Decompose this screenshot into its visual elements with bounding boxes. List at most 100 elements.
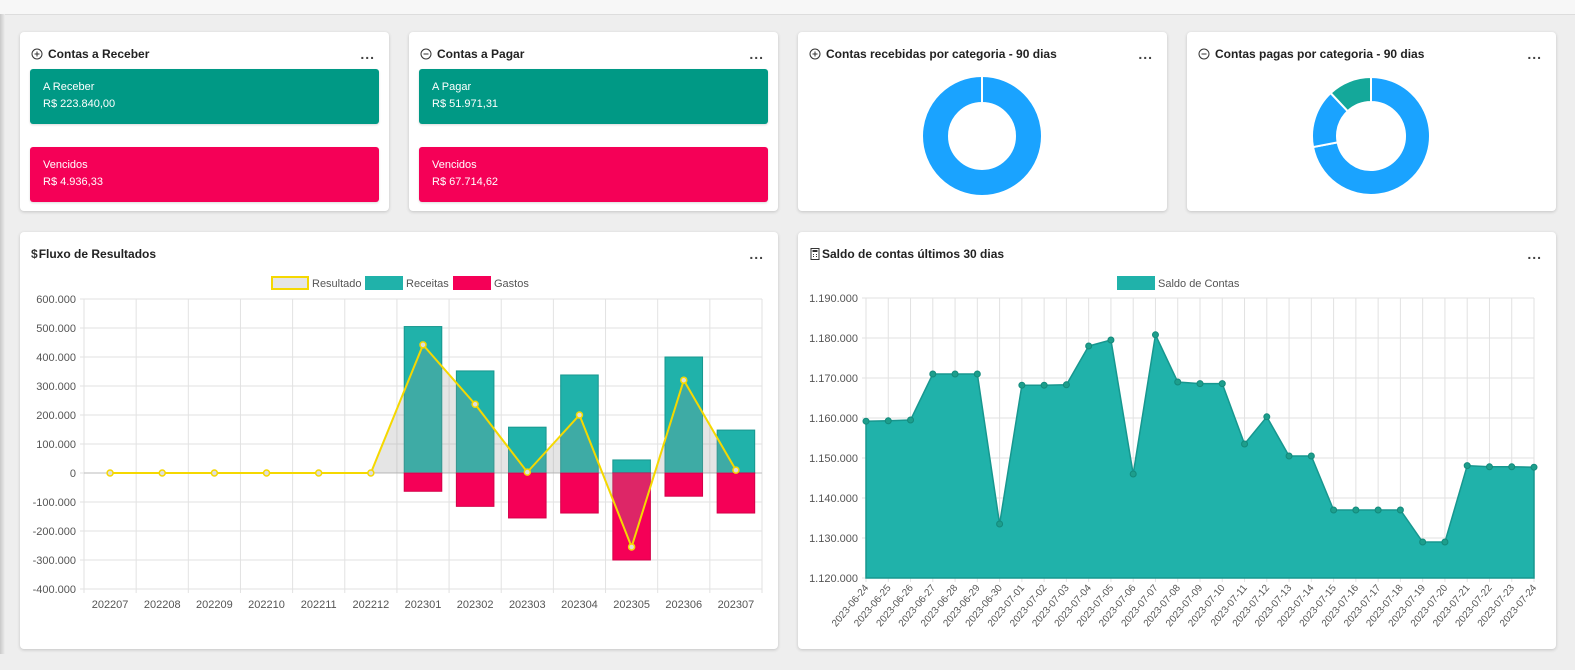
legend-swatch <box>1117 276 1155 290</box>
tile-value: R$ 67.714,62 <box>432 176 499 188</box>
saldo-point <box>929 370 937 378</box>
y-tick-label: 0 <box>70 468 76 480</box>
card-menu-button[interactable]: ... <box>749 246 764 262</box>
saldo-point <box>1352 506 1360 514</box>
y-tick-label: 1.150.000 <box>809 453 858 465</box>
saldo-point <box>1441 538 1449 546</box>
tile-value: R$ 4.936,33 <box>43 176 103 188</box>
resultado-point <box>419 341 427 349</box>
saldo-point <box>1218 380 1226 388</box>
vencidos-receber-tile[interactable]: Vencidos R$ 4.936,33 <box>30 147 379 202</box>
saldo-point <box>1330 506 1338 514</box>
card-menu-button[interactable]: ... <box>360 46 375 62</box>
y-tick-label: 600.000 <box>36 294 76 306</box>
saldo-point <box>1530 463 1538 471</box>
card-title: Contas a Pagar <box>437 47 525 61</box>
y-tick-label: 1.170.000 <box>809 373 858 385</box>
saldo-point <box>862 417 870 425</box>
saldo-point <box>1307 452 1315 460</box>
x-tick-label: 202304 <box>561 599 598 611</box>
saldo-point <box>1285 452 1293 460</box>
bar-gastos <box>664 472 704 497</box>
x-tick-label: 202207 <box>92 599 129 611</box>
card-title: Contas recebidas por categoria - 90 dias <box>826 47 1057 61</box>
calculator-icon <box>810 248 820 260</box>
card-menu-button[interactable]: ... <box>1138 46 1153 62</box>
saldo-point <box>1241 440 1249 448</box>
saldo-contas-chart[interactable]: 1.190.000 1.180.000 1.170.000 1.160.000 1.15… <box>798 232 1556 649</box>
saldo-point <box>1062 381 1070 389</box>
tile-label: Vencidos <box>432 159 477 171</box>
x-tick-label: 202303 <box>509 599 546 611</box>
resultado-point <box>210 469 219 477</box>
fluxo-resultados-chart[interactable]: 600.000 500.000 400.000 300.000 200.000 100.0… <box>20 232 778 649</box>
y-tick-label: 1.190.000 <box>809 293 858 305</box>
card-contas-pagar: Contas a Pagar ... A Pagar R$ 51.971,31 … <box>409 32 778 211</box>
x-tick-label: 202210 <box>248 599 285 611</box>
x-tick-label: 202212 <box>352 599 389 611</box>
resultado-point <box>471 400 479 409</box>
y-tick-label: 400.000 <box>36 352 76 364</box>
saldo-point <box>1485 463 1493 471</box>
a-pagar-tile[interactable]: A Pagar R$ 51.971,31 <box>419 69 768 124</box>
saldo-point <box>1419 538 1427 546</box>
card-pagas-categoria: Contas pagas por categoria - 90 dias ... <box>1187 32 1556 211</box>
x-tick-label: 202209 <box>196 599 233 611</box>
left-edge-shadow <box>0 14 5 654</box>
a-receber-tile[interactable]: A Receber R$ 223.840,00 <box>30 69 379 124</box>
y-tick-label: -200.000 <box>33 526 76 538</box>
y-tick-label: -300.000 <box>33 555 76 567</box>
resultado-area <box>110 344 736 547</box>
saldo-point <box>1018 381 1026 389</box>
legend-label: Gastos <box>494 278 529 290</box>
saldo-point <box>884 417 892 425</box>
donut-slice <box>1329 75 1372 113</box>
card-recebidas-categoria: Contas recebidas por categoria - 90 dias… <box>798 32 1167 211</box>
legend-swatch <box>453 276 491 290</box>
legend-label: Receitas <box>406 278 449 290</box>
x-tick-label: 202305 <box>613 599 650 611</box>
card-title: Contas a Receber <box>48 47 150 61</box>
card-title: Fluxo de Resultados <box>38 247 157 261</box>
card-contas-receber: Contas a Receber ... A Receber R$ 223.84… <box>20 32 389 211</box>
legend-label: Resultado <box>312 278 362 290</box>
legend-swatch <box>365 276 403 290</box>
bar-receitas <box>560 374 599 474</box>
saldo-point <box>951 370 959 378</box>
bar-gastos <box>716 472 756 514</box>
resultado-point <box>367 469 375 477</box>
bar-gastos <box>508 472 547 519</box>
recebidas-donut-chart[interactable] <box>798 32 1167 211</box>
saldo-point <box>1174 378 1182 386</box>
saldo-point <box>1263 413 1271 421</box>
pagas-donut-chart[interactable] <box>1187 32 1556 211</box>
minus-circle-icon <box>1198 48 1210 60</box>
y-tick-label: 200.000 <box>36 410 76 422</box>
y-tick-label: 1.140.000 <box>809 493 858 505</box>
donut-slice <box>923 77 1041 195</box>
legend-label: Saldo de Contas <box>1158 278 1240 290</box>
y-tick-label: 1.180.000 <box>809 333 858 345</box>
top-bar <box>0 0 1575 15</box>
legend-swatch <box>271 276 309 290</box>
y-tick-label: 300.000 <box>36 381 76 393</box>
card-menu-button[interactable]: ... <box>749 46 764 62</box>
bar-gastos <box>560 472 599 514</box>
card-menu-button[interactable]: ... <box>1527 46 1542 62</box>
saldo-point <box>973 370 981 378</box>
y-tick-label: -400.000 <box>33 584 76 596</box>
x-tick-label: 202208 <box>144 599 181 611</box>
resultado-point <box>158 469 166 477</box>
saldo-point <box>1396 506 1404 514</box>
x-tick-label: 202306 <box>665 599 702 611</box>
x-tick-label: 202301 <box>405 599 442 611</box>
plus-circle-icon <box>31 48 43 60</box>
saldo-point <box>1374 506 1382 514</box>
bar-receitas <box>664 356 704 474</box>
card-menu-button[interactable]: ... <box>1527 246 1542 262</box>
tile-label: A Pagar <box>432 81 472 93</box>
vencidos-pagar-tile[interactable]: Vencidos R$ 67.714,62 <box>419 147 768 202</box>
saldo-point <box>1196 380 1204 388</box>
x-tick-label: 202307 <box>718 599 755 611</box>
saldo-point <box>1463 462 1471 470</box>
